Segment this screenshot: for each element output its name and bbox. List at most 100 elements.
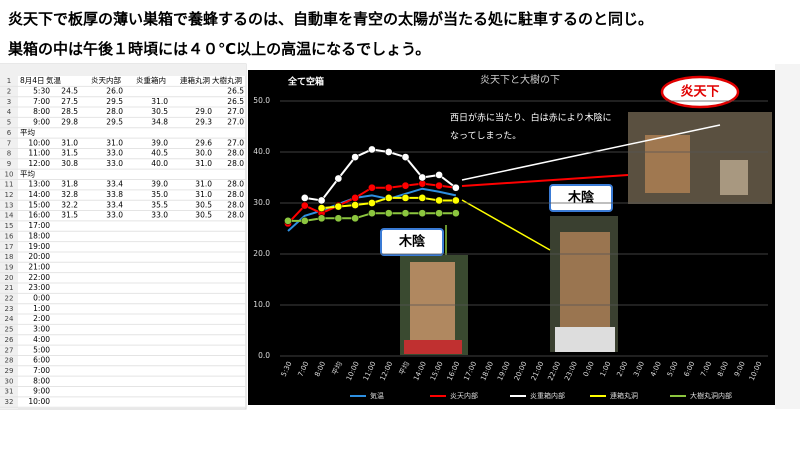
row-number: 16 — [5, 232, 14, 240]
cell: 31.8 — [61, 180, 78, 189]
row-number: 20 — [5, 274, 14, 282]
legend-label: 連箱丸洞 — [610, 391, 638, 400]
cell: 7:00 — [33, 366, 50, 375]
y-tick-label: 20.0 — [253, 249, 270, 258]
cell: 10:00 — [28, 138, 50, 147]
cell: 29.0 — [195, 107, 212, 116]
row-number: 27 — [5, 346, 14, 354]
cell: 28.0 — [227, 180, 244, 189]
row-number: 4 — [7, 108, 12, 116]
cell: 31.0 — [61, 138, 78, 147]
cell: 33.0 — [151, 211, 168, 220]
row-number: 7 — [7, 139, 11, 147]
data-point — [452, 209, 460, 218]
sheet-area — [0, 63, 247, 410]
cell: 31.0 — [106, 138, 123, 147]
annotation: なってしまった。 — [450, 131, 521, 142]
callout-box — [380, 228, 444, 256]
cell: 23:00 — [28, 283, 50, 292]
cell: 31.0 — [195, 159, 212, 168]
cell: 39.0 — [151, 180, 168, 189]
header-cell: 大樹丸洞 — [212, 75, 242, 85]
data-point — [452, 183, 460, 192]
cell: 0:00 — [33, 294, 50, 303]
legend-label: 炎天内部 — [450, 391, 478, 400]
row-number: 19 — [5, 263, 14, 271]
data-point — [384, 194, 393, 202]
data-point — [368, 209, 376, 218]
cell: 35.5 — [151, 200, 168, 209]
photo-box — [560, 232, 610, 327]
cell: 32.2 — [61, 200, 78, 209]
cell: 26.0 — [106, 87, 123, 96]
cell: 3:00 — [33, 325, 50, 334]
cell: 28.0 — [227, 190, 244, 199]
sheet-right — [775, 64, 800, 409]
row-number: 9 — [7, 160, 11, 168]
data-point — [401, 209, 410, 218]
photo-base — [555, 327, 615, 352]
cell: 平均 — [20, 168, 35, 178]
row-number: 31 — [5, 388, 14, 396]
cell: 30.5 — [195, 200, 212, 209]
cell: 27.0 — [227, 138, 244, 147]
cell: 29.8 — [61, 118, 78, 127]
row-number: 1 — [7, 77, 11, 85]
row-number: 25 — [5, 326, 14, 334]
data-point — [351, 214, 359, 223]
cell: 27.5 — [61, 97, 78, 106]
cell: 29.3 — [195, 118, 212, 127]
data-point — [401, 181, 410, 190]
headline: 炎天下で板厚の薄い巣箱で養蜂するのは、自動車を青空の太陽が当たる処に駐車するのと… — [8, 10, 654, 28]
cell: 33.8 — [106, 190, 123, 199]
data-point — [284, 217, 292, 225]
cell: 30.5 — [151, 107, 168, 116]
cell: 26.5 — [227, 97, 244, 106]
cell: 35.0 — [151, 190, 168, 199]
cell: 33.0 — [106, 211, 123, 220]
cell: 8:00 — [33, 376, 50, 385]
cell: 16:00 — [28, 211, 50, 220]
row-number: 6 — [7, 129, 12, 137]
row-number: 14 — [5, 212, 14, 220]
data-point — [435, 209, 443, 218]
y-tick-label: 30.0 — [253, 198, 270, 207]
cell: 26.5 — [227, 87, 244, 96]
cell: 33.0 — [106, 149, 123, 158]
cell: 21:00 — [28, 262, 50, 271]
data-point — [368, 199, 376, 207]
data-point — [418, 194, 427, 202]
row-number: 26 — [5, 336, 14, 344]
row-number: 18 — [5, 253, 14, 261]
photo-box — [410, 262, 455, 342]
photo-base — [404, 340, 462, 354]
data-point — [300, 194, 309, 202]
cell: 29.5 — [106, 97, 123, 106]
cell: 40.0 — [151, 159, 168, 168]
pointer — [461, 199, 551, 251]
header-cell: 炎重箱内 — [136, 75, 166, 85]
data-point — [384, 183, 393, 192]
row-number: 21 — [5, 284, 14, 292]
data-point — [401, 153, 410, 161]
cell: 8:00 — [33, 107, 50, 116]
cell: 20:00 — [28, 252, 50, 261]
data-point — [418, 173, 427, 182]
row-number: 10 — [5, 170, 14, 178]
row-number: 29 — [5, 367, 14, 375]
data-point — [317, 204, 326, 212]
cell: 33.0 — [106, 159, 123, 168]
cell: 31.0 — [195, 180, 212, 189]
cell: 29.6 — [195, 138, 212, 147]
row-number: 11 — [5, 181, 14, 189]
cell: 5:30 — [33, 87, 50, 96]
pointer — [461, 124, 721, 181]
data-point — [334, 174, 343, 183]
cell: 33.4 — [106, 200, 123, 209]
row-number: 17 — [5, 243, 14, 251]
cell: 32.8 — [61, 190, 78, 199]
series-line — [304, 148, 457, 202]
row-number: 13 — [5, 201, 14, 209]
cell: 30.5 — [195, 211, 212, 220]
